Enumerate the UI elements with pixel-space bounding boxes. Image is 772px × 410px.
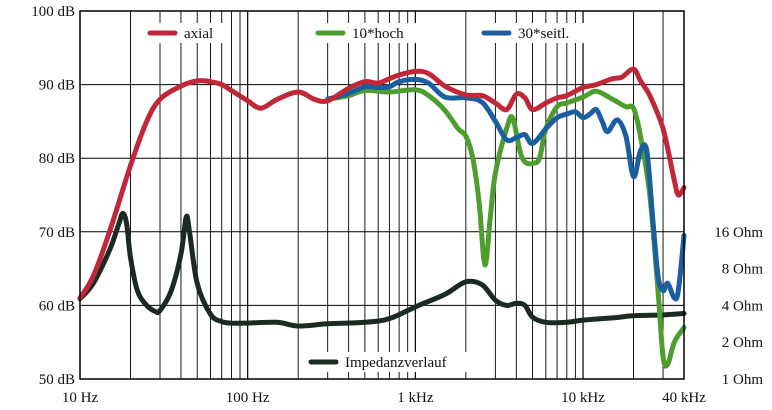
right-axis-label: 4 Ohm: [722, 298, 764, 314]
series-layer: [77, 66, 687, 369]
legend-label-10-hoch: 10*hoch: [352, 26, 404, 42]
right-axis-label: 2 Ohm: [722, 335, 764, 351]
right-axis-label: 8 Ohm: [722, 262, 764, 278]
right-axis-label: 1 Ohm: [722, 372, 764, 388]
y-tick-label: 70 dB: [39, 225, 75, 241]
y-tick-label: 50 dB: [39, 372, 75, 388]
legend-item-background: [145, 23, 230, 43]
legend-label-axial: axial: [184, 26, 213, 42]
series-line-impedanzverlauf: [77, 210, 687, 329]
series-line-axial: [77, 66, 687, 301]
y-tick-label: 90 dB: [39, 78, 75, 94]
legend-item-background: [306, 352, 478, 372]
legend-item-background: [313, 23, 421, 43]
y-tick-label: 60 dB: [39, 298, 75, 314]
y-tick-label: 80 dB: [39, 151, 75, 167]
x-tick-label: 40 kHz: [662, 390, 706, 406]
axis-labels: 50 dB 60 dB 70 dB 80 dB 90 dB 100 dB 10 Hz 100 …: [31, 4, 763, 406]
legend-bottom: Impedanzverlauf: [306, 352, 478, 372]
right-axis-label: 16 Ohm: [714, 225, 763, 241]
x-tick-label: 10 kHz: [561, 390, 605, 406]
legend-item-background: [479, 23, 591, 43]
x-tick-label: 1 kHz: [397, 390, 434, 406]
grid: [80, 11, 684, 379]
series-line-10-hoch: [325, 87, 687, 369]
legend-label-30-seitl: 30*seitl.: [518, 26, 569, 42]
x-tick-label: 10 Hz: [62, 390, 99, 406]
legend-top: axial 10*hoch 30*seitl.: [145, 23, 591, 43]
x-tick-label: 100 Hz: [226, 390, 270, 406]
legend-label-impedanzverlauf: Impedanzverlauf: [345, 355, 447, 371]
y-tick-label: 100 dB: [31, 4, 75, 20]
plot-frame: [79, 10, 685, 380]
series-line-30-seitl: [325, 76, 687, 302]
